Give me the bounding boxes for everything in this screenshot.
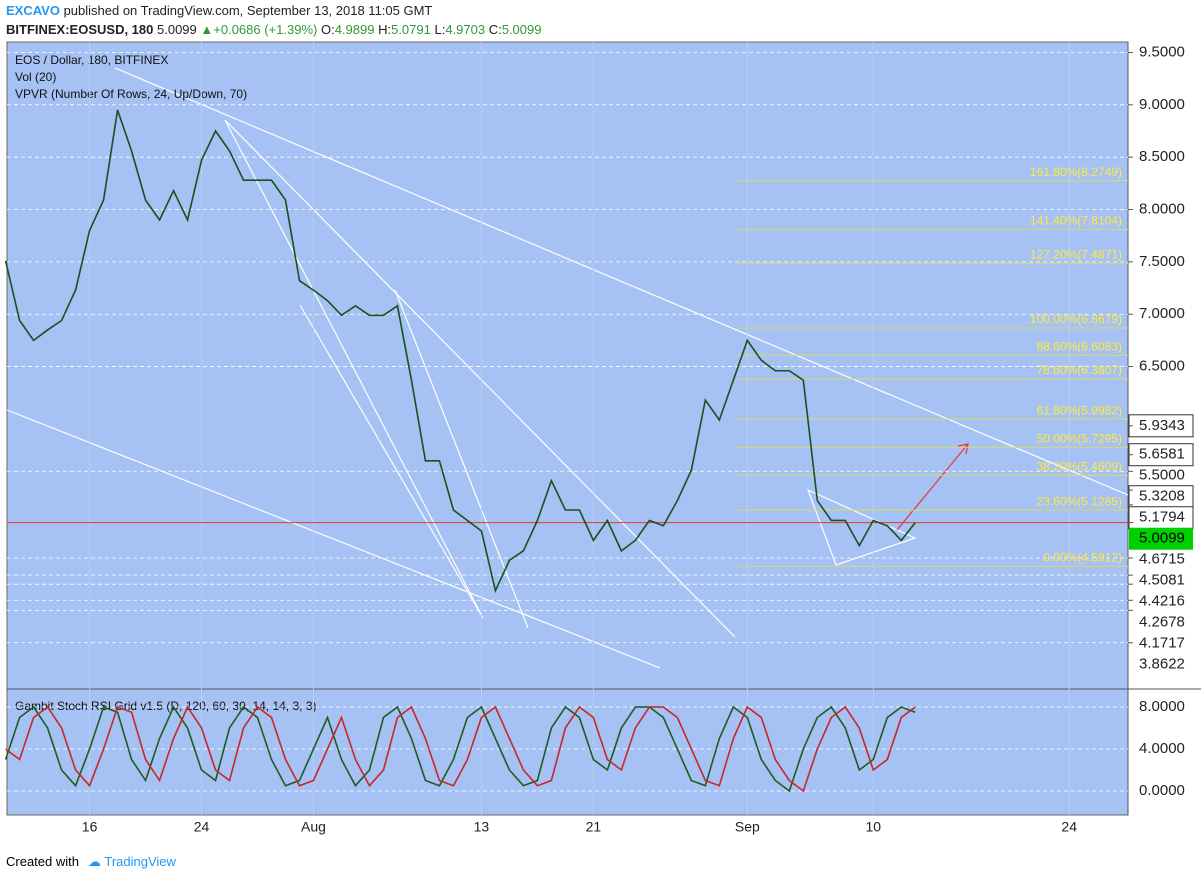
o: 4.9899	[334, 22, 375, 37]
o-label: O:	[320, 22, 335, 37]
x-tick-label: 21	[586, 819, 602, 835]
projection-arrow	[896, 443, 969, 531]
fib-label: 88.60%(6.6083)	[1037, 339, 1122, 353]
y-tick-label: 7.0000	[1139, 305, 1185, 322]
fib-label: 38.20%(5.4609)	[1037, 460, 1122, 474]
x-tick-label: 24	[194, 819, 210, 835]
y-tick-label: 5.1794	[1139, 509, 1185, 526]
triangle	[806, 488, 917, 566]
h-label: H:	[378, 22, 392, 37]
y-tick-label: 5.5000	[1139, 467, 1185, 484]
created-with: Created with	[6, 854, 79, 869]
y-tick-label: 3.8622	[1139, 656, 1185, 673]
fib-label: 127.20%(7.4871)	[1030, 247, 1122, 261]
y-tick-label: 5.0099	[1139, 530, 1185, 547]
osc-line	[5, 705, 916, 793]
y-tick-label: 8.5000	[1139, 148, 1185, 165]
fib-label: 23.60%(5.1285)	[1037, 494, 1122, 508]
publisher[interactable]: EXCAVO	[6, 3, 60, 18]
fib-label: 78.60%(6.3807)	[1037, 363, 1122, 377]
y-tick-label: 5.3208	[1139, 488, 1185, 505]
publish-line: EXCAVO published on TradingView.com, Sep…	[6, 3, 432, 18]
last-price-box	[1129, 527, 1193, 550]
y-tick-label: 5.6581	[1139, 446, 1185, 463]
fib-label: 0.00%(4.5912)	[1043, 551, 1122, 565]
trend-line	[114, 67, 1129, 496]
fib-label: 61.80%(5.9982)	[1037, 403, 1122, 417]
trend-line	[6, 409, 661, 669]
legend-main: EOS / Dollar, 180, BITFINEX	[15, 53, 168, 67]
c: 5.0099	[501, 22, 542, 37]
price-line	[4, 109, 916, 594]
l-label: L:	[434, 22, 446, 37]
y-tick-label: 4.6715	[1139, 551, 1185, 568]
x-tick-label: 24	[1061, 819, 1077, 835]
legend-vpvr: VPVR (Number Of Rows, 24, Up/Down, 70)	[15, 87, 247, 101]
l: 4.9703	[445, 22, 486, 37]
trend-line	[224, 119, 736, 638]
x-tick-label: 10	[866, 819, 882, 835]
y-tick-label: 9.5000	[1139, 43, 1185, 60]
symbol-line: BITFINEX:EOSUSD, 180 5.0099 ▲+0.0686 (+1…	[6, 22, 541, 37]
y-tick-label: 6.5000	[1139, 358, 1185, 375]
x-tick-label: Aug	[301, 819, 326, 835]
chart: EOS / Dollar, 180, BITFINEX Vol (20) VPV…	[4, 41, 1201, 835]
y-tick-label: 8.0000	[1139, 200, 1185, 217]
y-tick-label: 4.5081	[1139, 572, 1185, 589]
osc-tick-label: 8.0000	[1139, 698, 1185, 715]
legend-vol: Vol (20)	[15, 70, 56, 84]
oscillator-title: Gambit Stoch RSI Grid v1.5 (D, 120, 60, …	[15, 699, 316, 713]
change: +0.0686 (+1.39%)	[213, 22, 318, 37]
osc-line	[4, 705, 916, 793]
brand[interactable]: ☁ TradingView	[88, 854, 176, 870]
fib-label: 161.80%(8.2749)	[1030, 165, 1122, 179]
c-label: C:	[488, 22, 502, 37]
trend-line	[224, 119, 484, 619]
plot-area	[6, 41, 1129, 816]
brand-text: TradingView	[104, 854, 176, 869]
drawings	[6, 67, 1129, 669]
last: 5.0099	[157, 22, 197, 37]
osc-tick-label: 4.0000	[1139, 740, 1185, 757]
y-tick-label: 9.0000	[1139, 96, 1185, 113]
trend-line	[299, 304, 484, 619]
brand-icon: ☁	[88, 854, 101, 869]
h: 5.0791	[391, 22, 431, 37]
x-tick-label: 16	[82, 819, 98, 835]
symbol: BITFINEX:EOSUSD, 180	[6, 22, 154, 37]
fib-label: 50.00%(5.7295)	[1037, 431, 1122, 445]
y-tick-label: 4.2678	[1139, 614, 1185, 631]
up-arrow: ▲	[200, 22, 214, 37]
y-tick-label: 4.1717	[1139, 635, 1185, 652]
y-tick-label: 5.9343	[1139, 417, 1185, 434]
y-tick-label: 7.5000	[1139, 253, 1185, 270]
published-text: published on TradingView.com, September …	[63, 3, 433, 18]
trend-line	[394, 289, 529, 629]
fib-label: 100.00%(6.8679)	[1030, 312, 1122, 326]
x-tick-label: 13	[474, 819, 490, 835]
y-tick-label: 4.4216	[1139, 593, 1185, 610]
fib-label: 141.40%(7.8104)	[1030, 214, 1122, 228]
x-tick-label: Sep	[735, 819, 760, 835]
osc-tick-label: 0.0000	[1139, 782, 1185, 799]
